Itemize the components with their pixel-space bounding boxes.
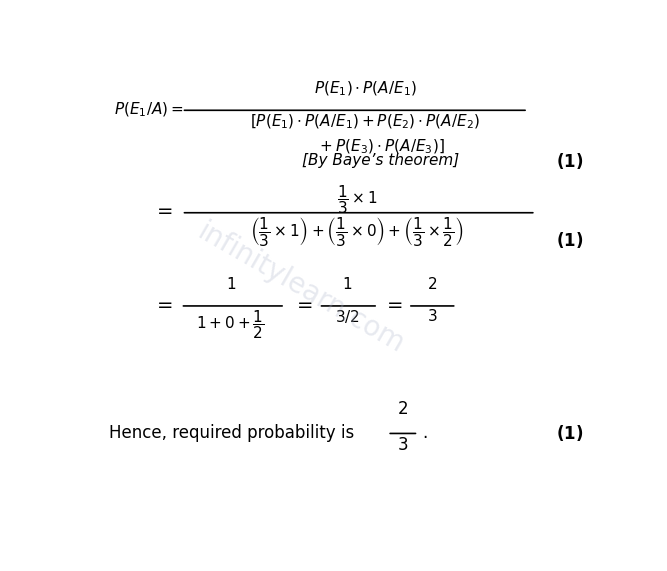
Text: $\mathbf{(1)}$: $\mathbf{(1)}$	[556, 230, 584, 250]
Text: $2$: $2$	[398, 400, 408, 418]
Text: $2$: $2$	[428, 276, 438, 292]
Text: $3$: $3$	[427, 308, 438, 324]
Text: $=$: $=$	[384, 294, 404, 313]
Text: $\dfrac{1}{3} \times 1$: $\dfrac{1}{3} \times 1$	[337, 183, 378, 216]
Text: $\left[P(E_1) \cdot P(A/E_1) + P(E_2) \cdot P(A/E_2)\right.$: $\left[P(E_1) \cdot P(A/E_1) + P(E_2) \c…	[250, 112, 480, 131]
Text: $P(E_1/A) =$: $P(E_1/A) =$	[115, 101, 184, 119]
Text: [By Baye’s theorem]: [By Baye’s theorem]	[302, 154, 460, 168]
Text: .: .	[422, 424, 427, 443]
Text: $3$: $3$	[398, 436, 408, 453]
Text: $1$: $1$	[342, 276, 352, 292]
Text: $\left. + P(E_3) \cdot P(A/E_3)\right]$: $\left. + P(E_3) \cdot P(A/E_3)\right]$	[317, 138, 444, 156]
Text: $\left(\dfrac{1}{3} \times 1\right) + \left(\dfrac{1}{3} \times 0\right) + \left: $\left(\dfrac{1}{3} \times 1\right) + \l…	[251, 215, 464, 248]
Text: infinitylearn.com: infinitylearn.com	[192, 218, 409, 359]
Text: $\mathbf{(1)}$: $\mathbf{(1)}$	[556, 151, 584, 171]
Text: $1$: $1$	[225, 276, 236, 292]
Text: Hence, required probability is: Hence, required probability is	[109, 424, 354, 443]
Text: $=$: $=$	[153, 294, 173, 313]
Text: $=$: $=$	[153, 200, 173, 219]
Text: $\mathbf{(1)}$: $\mathbf{(1)}$	[556, 424, 584, 444]
Text: $=$: $=$	[293, 294, 313, 313]
Text: $3/2$: $3/2$	[335, 308, 360, 325]
Text: $1 + 0 + \dfrac{1}{2}$: $1 + 0 + \dfrac{1}{2}$	[196, 308, 265, 341]
Text: $P(E_1) \cdot P(A/E_1)$: $P(E_1) \cdot P(A/E_1)$	[313, 79, 417, 98]
